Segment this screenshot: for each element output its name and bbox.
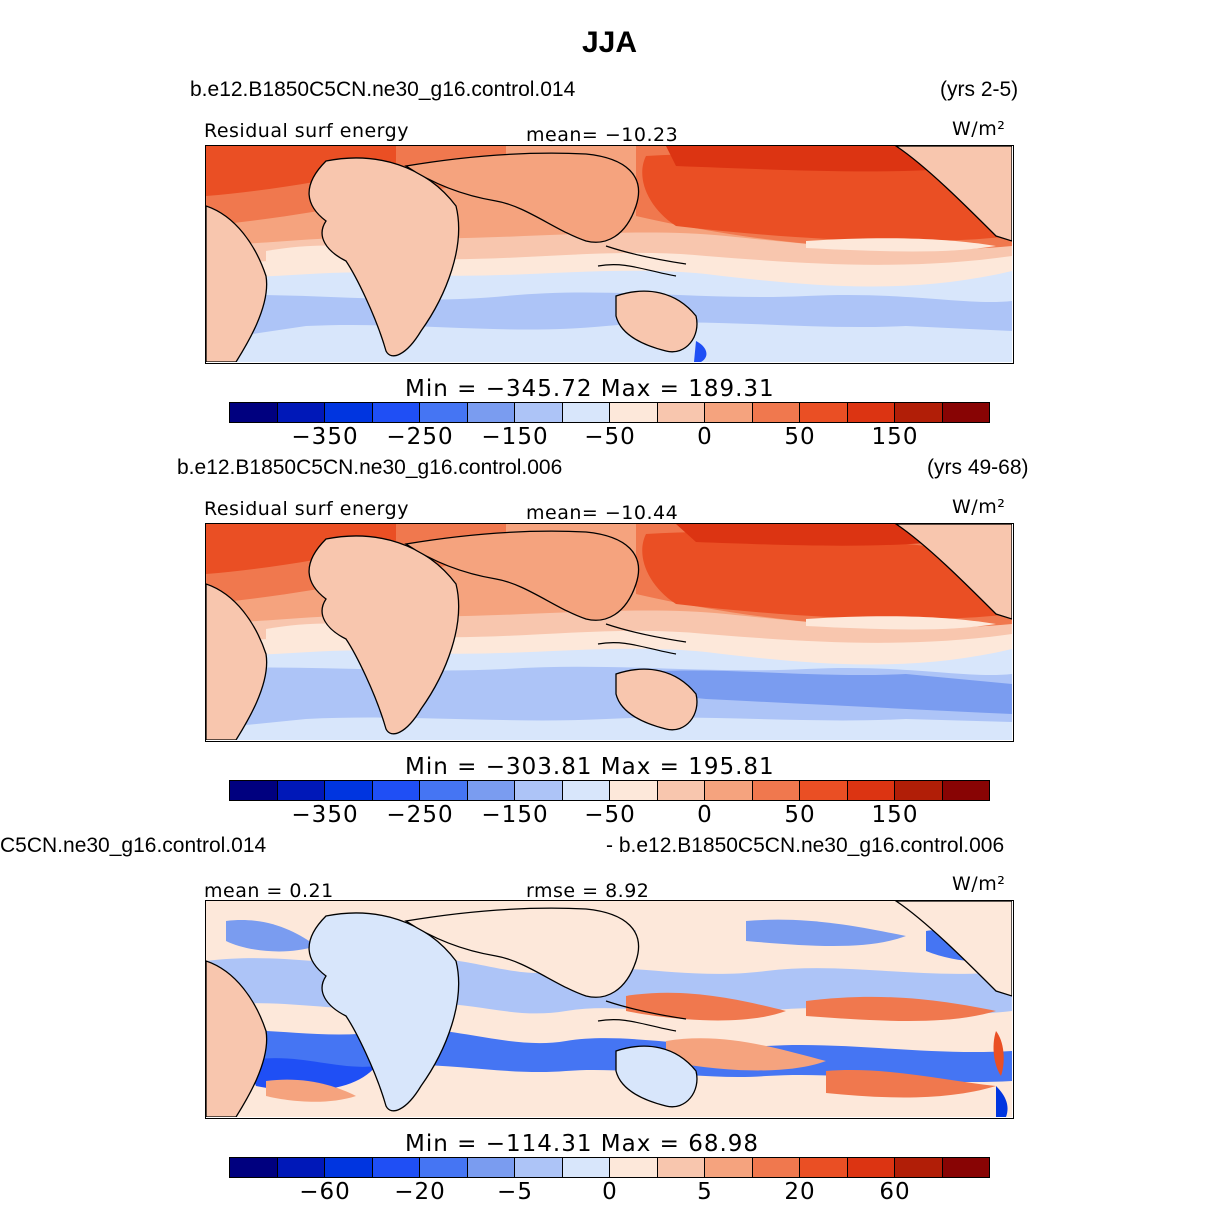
panel-2-tick: 50 xyxy=(784,802,816,828)
panel-3-map xyxy=(205,900,1014,1119)
panel-2-years: (yrs 49-68) xyxy=(927,456,1029,479)
panel-1-tick: 50 xyxy=(784,424,816,450)
panel-3-mean: mean = 0.21 xyxy=(204,880,334,902)
colorbar-box xyxy=(942,403,989,422)
panel-2-tick: −350 xyxy=(291,802,359,828)
colorbar-box xyxy=(610,781,658,800)
colorbar-box xyxy=(230,781,278,800)
colorbar-box xyxy=(752,1158,800,1177)
colorbar-box xyxy=(420,781,468,800)
panel-2-units: W/m² xyxy=(952,496,1006,518)
colorbar-box xyxy=(895,403,943,422)
colorbar-box xyxy=(420,403,468,422)
panel-2-tick: 0 xyxy=(697,802,713,828)
colorbar-box xyxy=(467,403,515,422)
panel-1-tick: −150 xyxy=(481,424,549,450)
colorbar-box xyxy=(562,403,610,422)
colorbar-box xyxy=(800,1158,848,1177)
colorbar-box xyxy=(467,1158,515,1177)
panel-3-tick: −20 xyxy=(394,1179,446,1205)
colorbar-box xyxy=(800,781,848,800)
panel-1-map xyxy=(205,145,1014,364)
colorbar-box xyxy=(372,781,420,800)
colorbar-box xyxy=(942,1158,989,1177)
colorbar-box xyxy=(515,403,563,422)
panel-1-tick: −350 xyxy=(291,424,359,450)
colorbar-box xyxy=(752,781,800,800)
panel-3-tick: −60 xyxy=(299,1179,351,1205)
colorbar-box xyxy=(467,781,515,800)
colorbar-box xyxy=(752,403,800,422)
panel-1-years: (yrs 2-5) xyxy=(940,78,1019,101)
colorbar-box xyxy=(847,403,895,422)
colorbar-box xyxy=(562,1158,610,1177)
panel-3-tick: 60 xyxy=(879,1179,911,1205)
colorbar-box xyxy=(847,781,895,800)
colorbar-box xyxy=(895,1158,943,1177)
panel-1-case: b.e12.B1850C5CN.ne30_g16.control.014 xyxy=(190,78,576,101)
panel-2-colorbar xyxy=(229,780,990,801)
panel-3-tick: −5 xyxy=(497,1179,533,1205)
panel-3-case: C5CN.ne30_g16.control.014 xyxy=(0,834,267,857)
panel-3-tick: 20 xyxy=(784,1179,816,1205)
colorbar-box xyxy=(325,403,373,422)
colorbar-box xyxy=(562,781,610,800)
colorbar-box xyxy=(277,403,325,422)
panel-3-colorbar xyxy=(229,1157,990,1178)
colorbar-box xyxy=(277,781,325,800)
colorbar-box xyxy=(230,1158,278,1177)
panel-3-tick: 0 xyxy=(602,1179,618,1205)
colorbar-box xyxy=(657,1158,705,1177)
panel-1-minmax: Min = −345.72 Max = 189.31 xyxy=(405,376,775,402)
colorbar-box xyxy=(705,781,753,800)
colorbar-box xyxy=(372,1158,420,1177)
panel-1-variable: Residual surf energy xyxy=(204,120,409,142)
panel-1-units: W/m² xyxy=(952,118,1006,140)
panel-2-tick: −250 xyxy=(386,802,454,828)
panel-2-minmax: Min = −303.81 Max = 195.81 xyxy=(405,754,775,780)
colorbar-box xyxy=(895,781,943,800)
panel-1-mean: mean= −10.23 xyxy=(526,124,679,146)
panel-1-tick: −50 xyxy=(584,424,636,450)
panel-1-tick: −250 xyxy=(386,424,454,450)
panel-1-tick: 0 xyxy=(697,424,713,450)
colorbar-box xyxy=(515,781,563,800)
panel-2-variable: Residual surf energy xyxy=(204,498,409,520)
panel-3-minmax: Min = −114.31 Max = 68.98 xyxy=(405,1131,760,1157)
panel-1-tick: 150 xyxy=(871,424,919,450)
colorbar-box xyxy=(705,1158,753,1177)
colorbar-box xyxy=(372,403,420,422)
panel-3-tick: 5 xyxy=(697,1179,713,1205)
colorbar-box xyxy=(515,1158,563,1177)
colorbar-box xyxy=(800,403,848,422)
colorbar-box xyxy=(325,1158,373,1177)
panel-3-rmse: rmse = 8.92 xyxy=(526,880,650,902)
colorbar-box xyxy=(420,1158,468,1177)
panel-2-tick: 150 xyxy=(871,802,919,828)
panel-1-colorbar xyxy=(229,402,990,423)
colorbar-box xyxy=(325,781,373,800)
colorbar-box xyxy=(847,1158,895,1177)
panel-3-years: - b.e12.B1850C5CN.ne30_g16.control.006 xyxy=(606,834,1005,857)
colorbar-box xyxy=(277,1158,325,1177)
colorbar-box xyxy=(657,403,705,422)
panel-2-tick: −150 xyxy=(481,802,549,828)
colorbar-box xyxy=(705,403,753,422)
colorbar-box xyxy=(230,403,278,422)
panel-2-case: b.e12.B1850C5CN.ne30_g16.control.006 xyxy=(177,456,563,479)
panel-2-mean: mean= −10.44 xyxy=(526,502,679,524)
colorbar-box xyxy=(610,403,658,422)
panel-2-tick: −50 xyxy=(584,802,636,828)
colorbar-box xyxy=(657,781,705,800)
panel-2-map xyxy=(205,523,1014,742)
colorbar-box xyxy=(610,1158,658,1177)
colorbar-box xyxy=(942,781,989,800)
panel-3-units: W/m² xyxy=(952,873,1006,895)
figure-title: JJA xyxy=(581,26,638,59)
